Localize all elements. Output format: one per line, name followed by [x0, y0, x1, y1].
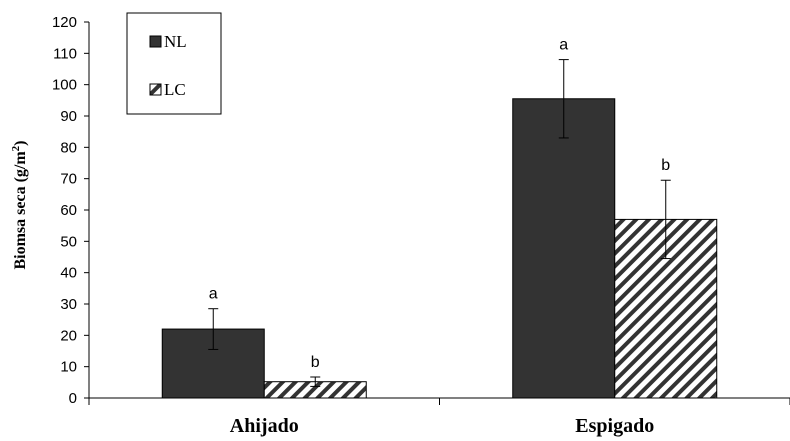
category-label: Espigado [575, 415, 654, 437]
y-tick-label: 20 [60, 327, 77, 344]
y-tick-label: 0 [69, 390, 77, 407]
category-label: Ahijado [230, 415, 299, 437]
y-axis-label-superscript: 2 [10, 145, 22, 151]
y-tick-label: 110 [53, 45, 77, 62]
bar-nl-espigado [512, 98, 616, 399]
y-tick-label: 80 [60, 139, 77, 156]
y-tick-label: 50 [60, 233, 77, 250]
legend-label-nl: NL [164, 32, 187, 51]
y-tick-label: 10 [60, 359, 77, 376]
legend-swatch-lc [149, 83, 162, 96]
legend-label-lc: LC [164, 80, 186, 99]
y-tick-label: 30 [60, 296, 77, 313]
y-axis-label: Biomsa seca (g/m2) [10, 140, 29, 269]
legend-box [126, 12, 222, 115]
y-tick-label: 40 [60, 265, 77, 282]
y-tick-label: 60 [60, 202, 77, 219]
significance-label: b [661, 157, 670, 174]
significance-label: a [559, 37, 568, 54]
legend-swatch-nl [149, 35, 162, 48]
legend: NL LC [126, 12, 222, 115]
significance-label: a [209, 286, 218, 303]
y-tick-label: 70 [60, 171, 77, 188]
y-tick-label: 90 [60, 108, 77, 125]
significance-label: b [311, 354, 320, 371]
y-tick-label: 120 [52, 14, 77, 31]
plot-area: 0 10 20 30 40 50 60 70 80 90 100 110 120 a b Ahijado a b E… [52, 14, 790, 437]
y-tick-label: 100 [52, 77, 77, 94]
